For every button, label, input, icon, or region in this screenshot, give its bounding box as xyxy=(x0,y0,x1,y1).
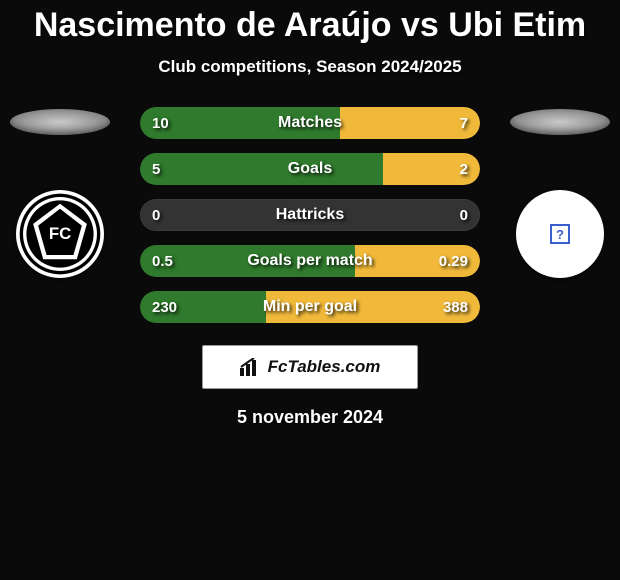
club-badge-left: FC xyxy=(16,190,104,278)
stat-bar-left-fill xyxy=(140,245,355,277)
right-player-column: ? xyxy=(500,107,620,278)
club-badge-right: ? xyxy=(516,190,604,278)
bar-chart-icon xyxy=(240,358,262,376)
source-badge: FcTables.com xyxy=(202,345,418,389)
stat-bar-row: 230388Min per goal xyxy=(140,291,480,323)
stat-bar-row: 0 0Hattricks xyxy=(140,199,480,231)
stat-bar-left-fill xyxy=(140,107,340,139)
page-title: Nascimento de Araújo vs Ubi Etim xyxy=(0,0,620,45)
player-photo-placeholder-right xyxy=(510,109,610,135)
comparison-content: FC ? 107Matches 52Goals 0 0Hattricks 0.50.29… xyxy=(0,107,620,323)
subtitle: Club competitions, Season 2024/2025 xyxy=(0,57,620,77)
svg-text:FC: FC xyxy=(49,224,71,243)
stat-value-right: 0 xyxy=(460,207,468,224)
stat-bar-right-fill xyxy=(266,291,480,323)
source-label: FcTables.com xyxy=(268,357,381,377)
stat-bar-row: 52Goals xyxy=(140,153,480,185)
stat-bar-left-fill xyxy=(140,291,266,323)
stat-value-left: 0 xyxy=(152,207,160,224)
stat-bar-right-fill xyxy=(383,153,480,185)
placeholder-image-icon: ? xyxy=(550,224,570,244)
stat-bar-right-fill xyxy=(340,107,480,139)
player-photo-placeholder-left xyxy=(10,109,110,135)
snapshot-date: 5 november 2024 xyxy=(0,407,620,428)
stat-bar-left-fill xyxy=(140,153,383,185)
stat-bar-right-fill xyxy=(355,245,480,277)
stat-bar-row: 0.50.29Goals per match xyxy=(140,245,480,277)
stat-bar-row: 107Matches xyxy=(140,107,480,139)
comparison-bars: 107Matches 52Goals 0 0Hattricks 0.50.29Goals… xyxy=(140,107,480,323)
left-player-column: FC xyxy=(0,107,120,278)
club-crest-icon: FC xyxy=(18,192,102,276)
stat-label: Hattricks xyxy=(140,206,480,224)
